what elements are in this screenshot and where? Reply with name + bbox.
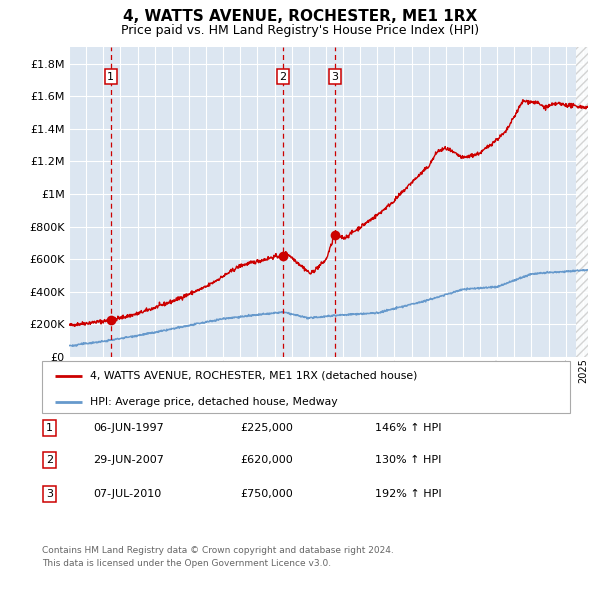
Text: 2: 2 bbox=[280, 71, 287, 81]
Text: 07-JUL-2010: 07-JUL-2010 bbox=[93, 489, 161, 499]
Text: 3: 3 bbox=[331, 71, 338, 81]
Text: £750,000: £750,000 bbox=[240, 489, 293, 499]
Text: £620,000: £620,000 bbox=[240, 455, 293, 465]
Text: Contains HM Land Registry data © Crown copyright and database right 2024.: Contains HM Land Registry data © Crown c… bbox=[42, 546, 394, 555]
Text: 1: 1 bbox=[46, 423, 53, 432]
Text: 4, WATTS AVENUE, ROCHESTER, ME1 1RX (detached house): 4, WATTS AVENUE, ROCHESTER, ME1 1RX (det… bbox=[89, 371, 417, 381]
Text: 3: 3 bbox=[46, 489, 53, 499]
Text: 4, WATTS AVENUE, ROCHESTER, ME1 1RX: 4, WATTS AVENUE, ROCHESTER, ME1 1RX bbox=[123, 9, 477, 24]
Text: 192% ↑ HPI: 192% ↑ HPI bbox=[375, 489, 442, 499]
Text: Price paid vs. HM Land Registry's House Price Index (HPI): Price paid vs. HM Land Registry's House … bbox=[121, 24, 479, 37]
Text: 1: 1 bbox=[107, 71, 114, 81]
FancyBboxPatch shape bbox=[42, 361, 570, 413]
Text: 29-JUN-2007: 29-JUN-2007 bbox=[93, 455, 164, 465]
Text: HPI: Average price, detached house, Medway: HPI: Average price, detached house, Medw… bbox=[89, 396, 337, 407]
Text: 2: 2 bbox=[46, 455, 53, 465]
Text: 06-JUN-1997: 06-JUN-1997 bbox=[93, 423, 164, 432]
Text: £225,000: £225,000 bbox=[240, 423, 293, 432]
Text: 146% ↑ HPI: 146% ↑ HPI bbox=[375, 423, 442, 432]
Text: 130% ↑ HPI: 130% ↑ HPI bbox=[375, 455, 442, 465]
Text: This data is licensed under the Open Government Licence v3.0.: This data is licensed under the Open Gov… bbox=[42, 559, 331, 568]
